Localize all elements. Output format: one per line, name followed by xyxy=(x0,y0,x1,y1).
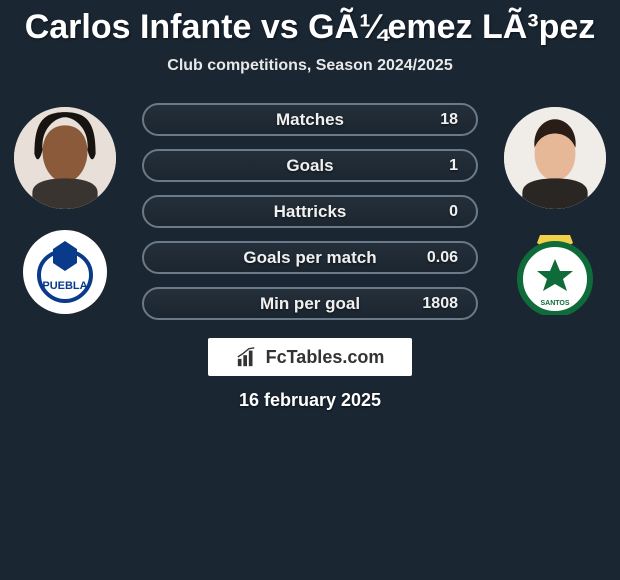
stat-label: Min per goal xyxy=(210,294,410,314)
stat-row-mpg: Min per goal 1808 xyxy=(142,287,478,320)
left-side: PUEBLA xyxy=(10,103,120,315)
club-left-badge: PUEBLA xyxy=(14,229,116,315)
stats-column: Matches 18 Goals 1 Hattricks 0 Goals per… xyxy=(120,103,500,320)
comparison-row: PUEBLA Matches 18 Goals 1 Hattricks 0 xyxy=(10,103,610,320)
date-text: 16 february 2025 xyxy=(239,390,381,411)
stats-icon xyxy=(236,346,258,368)
stat-row-matches: Matches 18 xyxy=(142,103,478,136)
stat-label: Matches xyxy=(210,110,410,130)
stat-value: 0.06 xyxy=(410,249,458,267)
club-badge-icon: PUEBLA xyxy=(14,229,116,315)
stat-row-hattricks: Hattricks 0 xyxy=(142,195,478,228)
subtitle: Club competitions, Season 2024/2025 xyxy=(10,57,610,75)
player-left-avatar xyxy=(14,107,116,209)
player-right-avatar xyxy=(504,107,606,209)
club-right-badge: SANTOS xyxy=(504,229,606,315)
brand-text: FcTables.com xyxy=(266,347,385,368)
footer: FcTables.com 16 february 2025 xyxy=(10,338,610,411)
stat-value: 1 xyxy=(410,157,458,175)
page-title: Carlos Infante vs GÃ¼emez LÃ³pez xyxy=(10,8,610,47)
svg-text:SANTOS: SANTOS xyxy=(540,300,569,307)
svg-text:PUEBLA: PUEBLA xyxy=(42,280,87,292)
player-avatar-icon xyxy=(14,107,116,209)
brand-box: FcTables.com xyxy=(208,338,413,376)
stat-label: Hattricks xyxy=(210,202,410,222)
stat-value: 18 xyxy=(410,111,458,129)
stat-value: 1808 xyxy=(410,295,458,313)
stat-row-goals: Goals 1 xyxy=(142,149,478,182)
stat-label: Goals xyxy=(210,156,410,176)
stat-value: 0 xyxy=(410,203,458,221)
right-side: SANTOS xyxy=(500,103,610,315)
player-avatar-icon xyxy=(504,107,606,209)
stat-row-gpm: Goals per match 0.06 xyxy=(142,241,478,274)
club-badge-icon: SANTOS xyxy=(504,229,606,315)
stat-label: Goals per match xyxy=(210,248,410,268)
